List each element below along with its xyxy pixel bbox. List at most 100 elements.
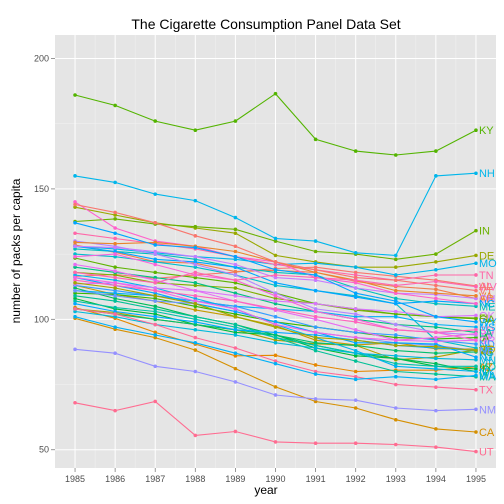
data-point-wi	[153, 294, 158, 298]
y-tick-label: 100	[34, 314, 49, 324]
data-point-nv	[153, 252, 158, 256]
data-point-de	[113, 213, 117, 217]
data-point-ok	[353, 307, 358, 311]
data-point-ut	[353, 441, 358, 446]
end-label-va: VA	[479, 291, 494, 303]
data-point-nv	[273, 291, 278, 296]
data-point-az	[153, 330, 158, 335]
end-label-co: CO	[479, 344, 496, 356]
y-axis-title: number of packs per capita	[9, 178, 23, 323]
x-axis-title: year	[254, 483, 277, 497]
data-point-nm	[153, 364, 158, 369]
data-point-wi	[113, 286, 117, 290]
data-point-ne	[113, 294, 117, 298]
data-point-ky	[474, 128, 478, 133]
data-point-pa	[434, 335, 438, 340]
data-point-nc	[434, 299, 438, 303]
x-tick-label: 1994	[426, 474, 446, 484]
data-point-tn	[474, 273, 478, 277]
chart-title: The Cigarette Consumption Panel Data Set	[131, 16, 400, 32]
data-point-mi	[113, 254, 117, 259]
end-label-id: ID	[479, 364, 490, 376]
data-point-va	[113, 241, 117, 246]
data-point-vt	[474, 288, 478, 293]
end-labels: KY NH IN DEMOTNWVALVTVAAROHNCMEOKGAFLWYSDMS…	[479, 125, 497, 458]
data-point-tx	[153, 322, 158, 327]
data-point-nc	[113, 249, 117, 254]
data-point-ky	[353, 149, 358, 153]
data-point-ia	[73, 291, 77, 296]
data-point-ok	[153, 286, 158, 290]
data-point-id	[474, 367, 478, 371]
data-point-nc	[273, 281, 278, 285]
data-point-me	[193, 257, 198, 262]
data-point-vt	[153, 221, 158, 225]
data-point-ok	[233, 294, 238, 298]
end-label-vt: VT	[479, 286, 493, 298]
data-point-ar	[233, 269, 238, 274]
data-point-oh	[474, 296, 478, 301]
data-point-vt	[273, 260, 278, 264]
data-point-ri	[193, 273, 198, 277]
data-point-il	[153, 304, 158, 309]
data-point-ut	[113, 408, 117, 413]
data-point-wv	[153, 281, 158, 285]
end-label-md: MD	[479, 361, 496, 373]
data-point-ct	[273, 338, 278, 342]
data-point-ca	[393, 417, 398, 422]
data-point-sc	[113, 226, 117, 230]
data-point-ok	[393, 309, 398, 314]
data-point-nj	[393, 340, 398, 345]
data-point-ut	[233, 429, 238, 434]
data-point-ky	[313, 137, 318, 142]
data-point-sd	[353, 320, 358, 324]
data-point-tx	[233, 346, 238, 350]
data-point-la	[434, 325, 438, 329]
data-point-nh	[113, 180, 117, 185]
data-point-pa	[273, 322, 278, 327]
x-tick-label: 1991	[306, 474, 326, 484]
data-point-co	[193, 308, 198, 312]
data-point-nj	[474, 355, 478, 359]
data-point-nh	[233, 215, 238, 220]
data-point-ms	[113, 291, 117, 296]
x-tick-label: 1985	[65, 474, 85, 484]
data-point-mo	[393, 273, 398, 277]
data-point-ms	[353, 314, 358, 319]
data-point-md	[113, 305, 117, 310]
data-point-nd	[273, 314, 278, 319]
data-point-wy	[474, 320, 478, 324]
end-label-tn: TN	[479, 270, 494, 282]
data-point-oh	[273, 275, 278, 280]
end-label-pa: PA	[479, 329, 494, 341]
data-point-vt	[353, 275, 358, 280]
data-point-vt	[73, 202, 77, 207]
data-point-nd	[353, 330, 358, 335]
data-point-md	[474, 364, 478, 369]
data-point-wv	[353, 278, 358, 282]
data-point-oh	[113, 245, 117, 250]
data-point-mn	[434, 356, 438, 361]
x-tick-label: 1987	[145, 474, 165, 484]
end-label-ne: NE	[479, 346, 494, 358]
data-point-mt	[113, 309, 117, 314]
data-point-wv	[474, 284, 478, 289]
data-point-co	[313, 338, 318, 342]
end-label-nv: NV	[479, 330, 495, 342]
end-label-ok: OK	[479, 310, 496, 322]
data-point-wy	[273, 267, 278, 272]
data-point-oh	[233, 262, 238, 267]
data-point-wa	[233, 351, 238, 356]
data-point-de	[273, 253, 278, 258]
data-point-in	[273, 239, 278, 243]
end-label-or: OR	[479, 335, 496, 347]
data-point-de	[233, 231, 238, 236]
data-point-nh	[393, 253, 398, 258]
data-point-me	[474, 304, 478, 309]
data-point-wa	[153, 333, 158, 337]
data-point-nd	[113, 288, 117, 293]
data-point-mi	[153, 260, 158, 264]
data-point-ma	[193, 314, 198, 319]
data-point-pa	[313, 330, 318, 335]
